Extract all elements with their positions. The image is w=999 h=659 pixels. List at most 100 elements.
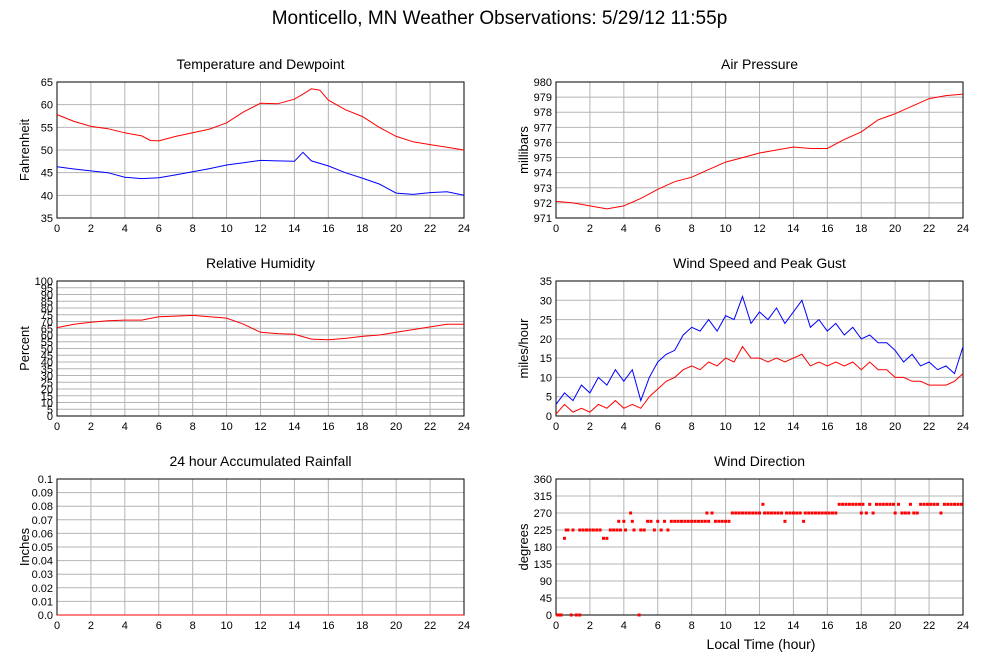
scatter-point (861, 502, 865, 506)
y-tick-label: 25 (540, 315, 552, 327)
x-tick-label: 24 (957, 421, 969, 433)
scatter-point (925, 502, 929, 506)
y-tick-label: 15 (540, 353, 552, 365)
y-tick-label: 977 (534, 122, 552, 134)
scatter-point (783, 519, 787, 523)
x-tick-label: 2 (88, 620, 94, 632)
x-tick-label: 0 (553, 223, 559, 235)
y-tick-label: 135 (534, 559, 552, 571)
scatter-point (571, 528, 575, 532)
scatter-point (841, 502, 845, 506)
plot-frame (555, 81, 964, 219)
y-tick-label: 975 (534, 153, 552, 165)
x-tick-label: 24 (458, 223, 470, 235)
panel-title: Wind Speed and Peak Gust (673, 255, 846, 271)
y-tick-label: 0 (546, 411, 552, 423)
scatter-point (761, 502, 765, 506)
x-tick-label: 8 (190, 620, 196, 632)
x-tick-label: 0 (553, 421, 559, 433)
y-tick-label: 0.1 (38, 474, 53, 486)
x-tick-label: 16 (322, 223, 334, 235)
x-tick-label: 22 (424, 421, 436, 433)
scatter-point (559, 613, 563, 617)
y-tick-label: 10 (41, 398, 53, 410)
scatter-point (663, 519, 667, 523)
x-tick-label: 2 (88, 421, 94, 433)
panel-wind-speed: 0 2 4 6 8 10 12 14 16 18 20 22 2405101520253035Wind … (516, 255, 969, 433)
scatter-point (629, 511, 633, 515)
y-tick-label: 100 (35, 276, 53, 288)
x-tick-label: 20 (390, 223, 402, 235)
y-tick-label: 75 (41, 310, 53, 322)
scatter-point (780, 511, 784, 515)
y-tick-label: 0.04 (32, 556, 53, 568)
x-tick-label: 8 (190, 421, 196, 433)
scatter-point (632, 528, 636, 532)
scatter-point (942, 502, 946, 506)
scatter-point (652, 528, 656, 532)
x-tick-label: 0 (54, 620, 60, 632)
x-tick-label: 10 (220, 223, 232, 235)
scatter-point (868, 502, 872, 506)
scatter-point (953, 502, 957, 506)
series-line (56, 151, 465, 196)
scatter-point (659, 528, 663, 532)
y-tick-label: 55 (41, 337, 53, 349)
scatter-point (946, 502, 950, 506)
x-tick-label: 14 (288, 620, 300, 632)
scatter-point (734, 511, 738, 515)
scatter-point (642, 528, 646, 532)
y-tick-label: 15 (41, 391, 53, 403)
x-tick-label: 14 (288, 223, 300, 235)
scatter-point (588, 528, 592, 532)
scatter-point (703, 519, 707, 523)
y-tick-label: 70 (41, 317, 53, 329)
scatter-point (830, 511, 834, 515)
scatter-point (956, 502, 960, 506)
scatter-point (785, 511, 789, 515)
scatter-point (851, 502, 855, 506)
scatter-point (649, 519, 653, 523)
panel-title: Temperature and Dewpoint (176, 56, 344, 72)
x-tick-label: 10 (719, 421, 731, 433)
x-tick-label: 8 (689, 421, 695, 433)
y-tick-label: 360 (534, 474, 552, 486)
y-axis-label: Inches (17, 527, 32, 566)
scatter-point (807, 511, 811, 515)
scatter-point (591, 528, 595, 532)
y-tick-label: 0 (47, 411, 53, 423)
x-tick-label: 18 (855, 421, 867, 433)
y-tick-label: 30 (41, 371, 53, 383)
scatter-point (581, 528, 585, 532)
scatter-point (900, 511, 904, 515)
y-tick-label: 50 (41, 344, 53, 356)
y-tick-label: 972 (534, 198, 552, 210)
x-tick-label: 12 (254, 223, 266, 235)
panel-title: Air Pressure (721, 56, 798, 72)
x-tick-label: 22 (923, 223, 935, 235)
x-tick-label: 16 (322, 620, 334, 632)
scatter-point (730, 511, 734, 515)
plot-frame (555, 478, 964, 616)
scatter-point (744, 511, 748, 515)
scatter-point (776, 511, 780, 515)
panel-wind-direction: 0 2 4 6 8 10 12 14 16 18 20 22 240459013518022527031… (516, 453, 969, 632)
scatter-point (769, 511, 773, 515)
x-tick-label: 14 (787, 620, 799, 632)
scatter-point (859, 511, 863, 515)
x-tick-label: 2 (587, 620, 593, 632)
y-tick-label: 45 (41, 168, 53, 180)
scatter-point (949, 502, 953, 506)
scatter-point (624, 528, 628, 532)
y-tick-label: 30 (540, 295, 552, 307)
y-tick-label: 979 (534, 92, 552, 104)
scatter-point (556, 613, 560, 617)
y-tick-label: 971 (534, 213, 552, 225)
scatter-point (875, 502, 879, 506)
x-tick-label: 12 (753, 620, 765, 632)
series-line (56, 88, 465, 151)
x-tick-label: 8 (190, 223, 196, 235)
y-tick-label: 80 (41, 303, 53, 315)
panel-rainfall: 0 2 4 6 8 10 12 14 16 18 20 22 240.00.010.020.030.04… (17, 453, 470, 632)
